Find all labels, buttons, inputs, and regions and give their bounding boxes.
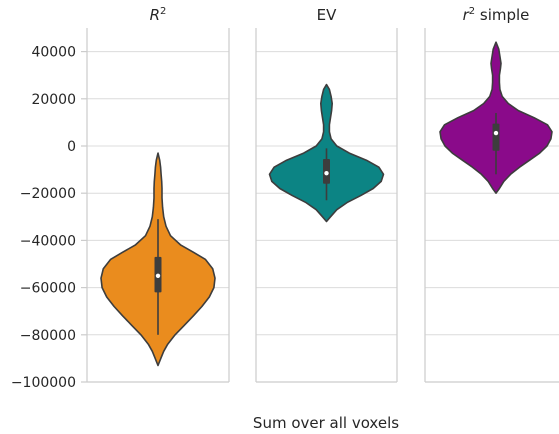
median-marker <box>493 130 499 136</box>
panel-title-2: EV <box>317 6 337 24</box>
y-axis-ticks: 40000 20000 0 −20000 −40000 −60000 −80000 −1000… <box>11 45 87 391</box>
iqr-box <box>492 123 500 151</box>
panel-3 <box>424 28 559 383</box>
title-superscript: 2 <box>160 6 166 17</box>
title-rest: simple <box>475 6 529 24</box>
panel-1 <box>86 28 230 383</box>
median-marker <box>324 170 329 176</box>
y-tick-label: 40000 <box>31 45 76 61</box>
y-tick-label: −60000 <box>20 281 76 297</box>
median-marker <box>155 273 161 278</box>
y-tick-label: −100000 <box>11 375 76 391</box>
y-tick-label: −20000 <box>20 186 76 202</box>
title-superscript: 2 <box>469 6 475 17</box>
panels <box>86 28 559 383</box>
y-tick-label: −40000 <box>20 233 76 249</box>
y-tick-label: 20000 <box>31 92 76 108</box>
title-main: R <box>150 6 160 24</box>
y-tick-label: 0 <box>67 139 76 155</box>
y-tick-label: −80000 <box>20 328 76 344</box>
panel-title-1: R2 <box>150 6 167 24</box>
title-main: r <box>463 6 470 24</box>
title-main: EV <box>317 6 337 24</box>
panel-2 <box>255 28 398 383</box>
panel-titles: R2 EV r2 simple <box>150 6 530 24</box>
panel-title-3: r2 simple <box>463 6 530 24</box>
x-axis-label: Sum over all voxels <box>253 414 399 432</box>
